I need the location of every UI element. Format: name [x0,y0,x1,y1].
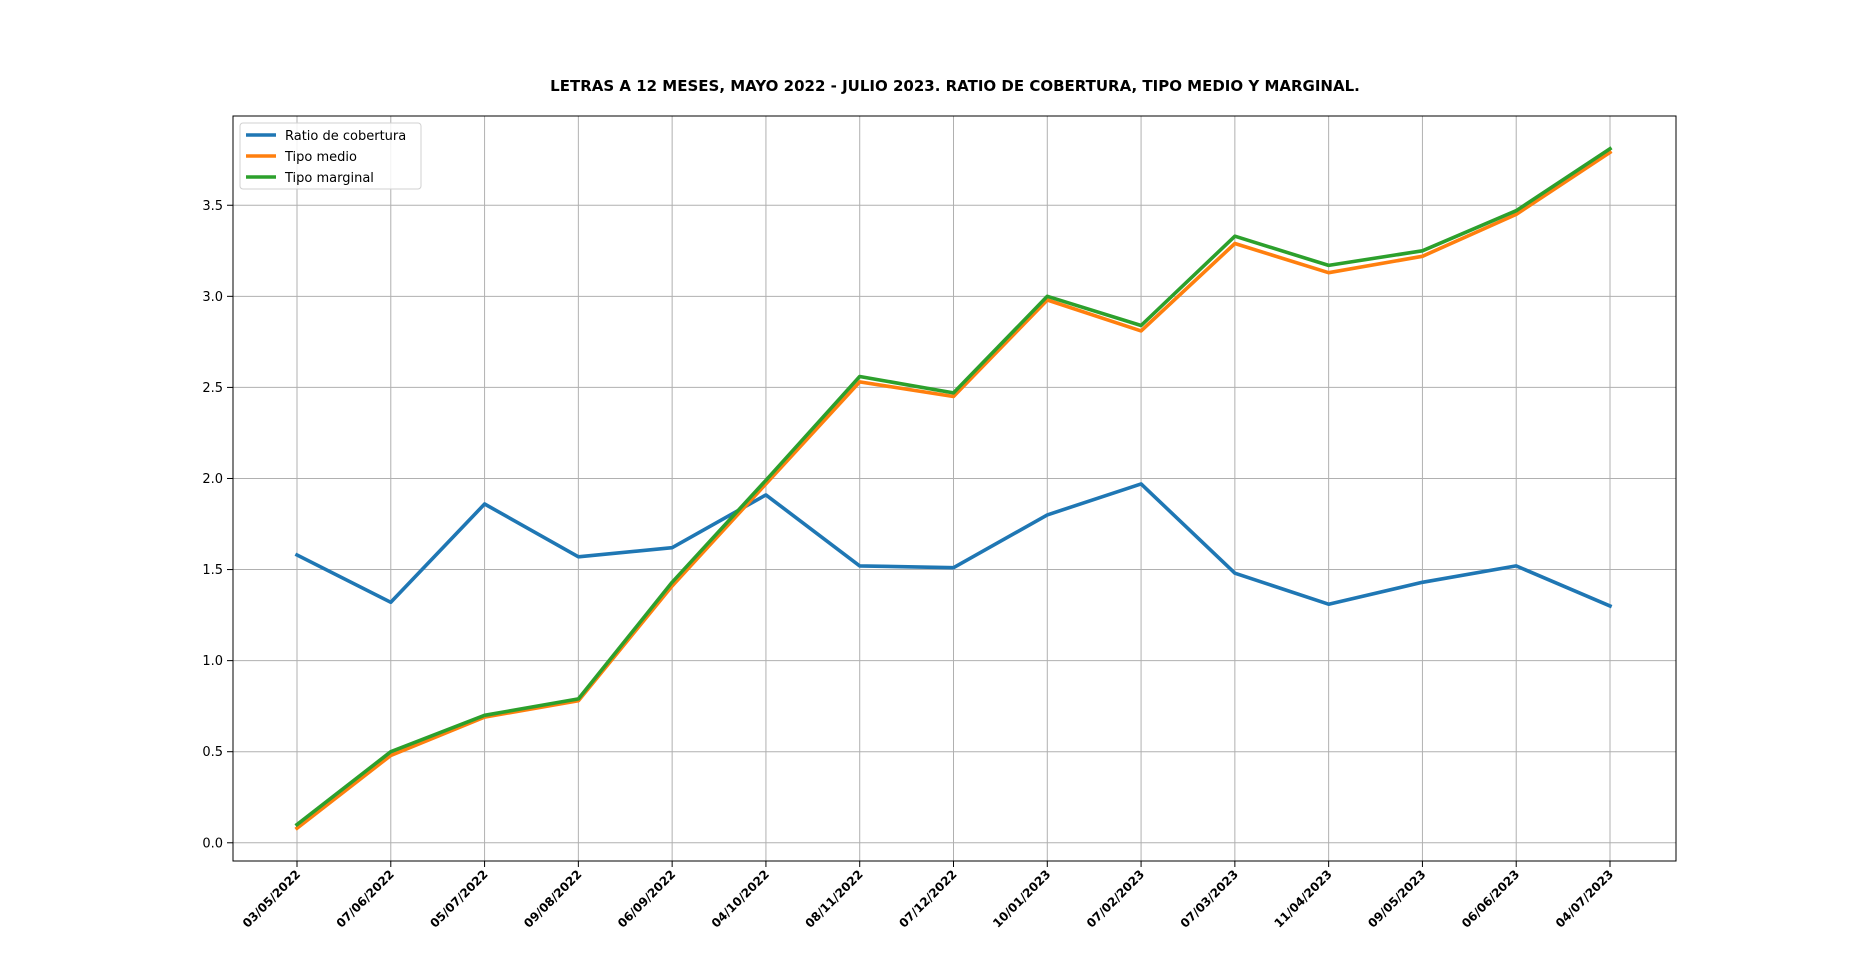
y-tick-label: 0.0 [202,836,223,851]
series-line-tipo-marginal [294,146,1613,828]
grid [233,116,1676,861]
x-tick-label: 07/06/2022 [334,867,397,930]
x-tick-label: 08/11/2022 [803,867,866,930]
y-tick-label: 2.5 [202,381,223,396]
legend-label: Ratio de cobertura [285,129,406,144]
legend: Ratio de cobertura Tipo medio Tipo margina… [239,122,422,190]
x-axis: 03/05/2022 07/06/2022 05/07/2022 09/08/2022… [240,861,1616,931]
series-line-ratio-de-cobertura [294,482,1613,609]
legend-label: Tipo marginal [284,171,374,186]
x-tick-label: 07/02/2023 [1084,867,1147,930]
chart-title: LETRAS A 12 MESES, MAYO 2022 - JULIO 202… [550,77,1360,95]
y-tick-label: 3.5 [202,199,223,214]
x-tick-label: 06/09/2022 [615,867,678,930]
y-tick-label: 2.0 [202,472,223,487]
x-tick-label: 07/03/2023 [1178,867,1241,930]
plot-area-frame [232,115,1677,862]
x-tick-label: 09/08/2022 [521,867,584,930]
y-axis: 0.0 0.5 1.0 1.5 2.0 2.5 3.0 3.5 [202,199,233,851]
legend-box [239,122,422,190]
x-tick-label: 11/04/2023 [1271,867,1334,930]
x-tick-label: 04/10/2022 [709,867,772,930]
series-lines [294,146,1613,831]
x-tick-label: 09/05/2023 [1365,867,1428,930]
y-tick-label: 3.0 [202,290,223,305]
y-tick-label: 0.5 [202,745,223,760]
y-tick-label: 1.5 [202,563,223,578]
legend-label: Tipo medio [284,150,357,165]
x-tick-label: 04/07/2023 [1553,867,1616,930]
x-tick-label: 05/07/2022 [427,867,490,930]
x-tick-label: 06/06/2023 [1459,867,1522,930]
x-tick-label: 03/05/2022 [240,867,303,930]
x-tick-label: 10/01/2023 [990,867,1053,930]
x-tick-label: 07/12/2022 [896,867,959,930]
y-tick-label: 1.0 [202,654,223,669]
